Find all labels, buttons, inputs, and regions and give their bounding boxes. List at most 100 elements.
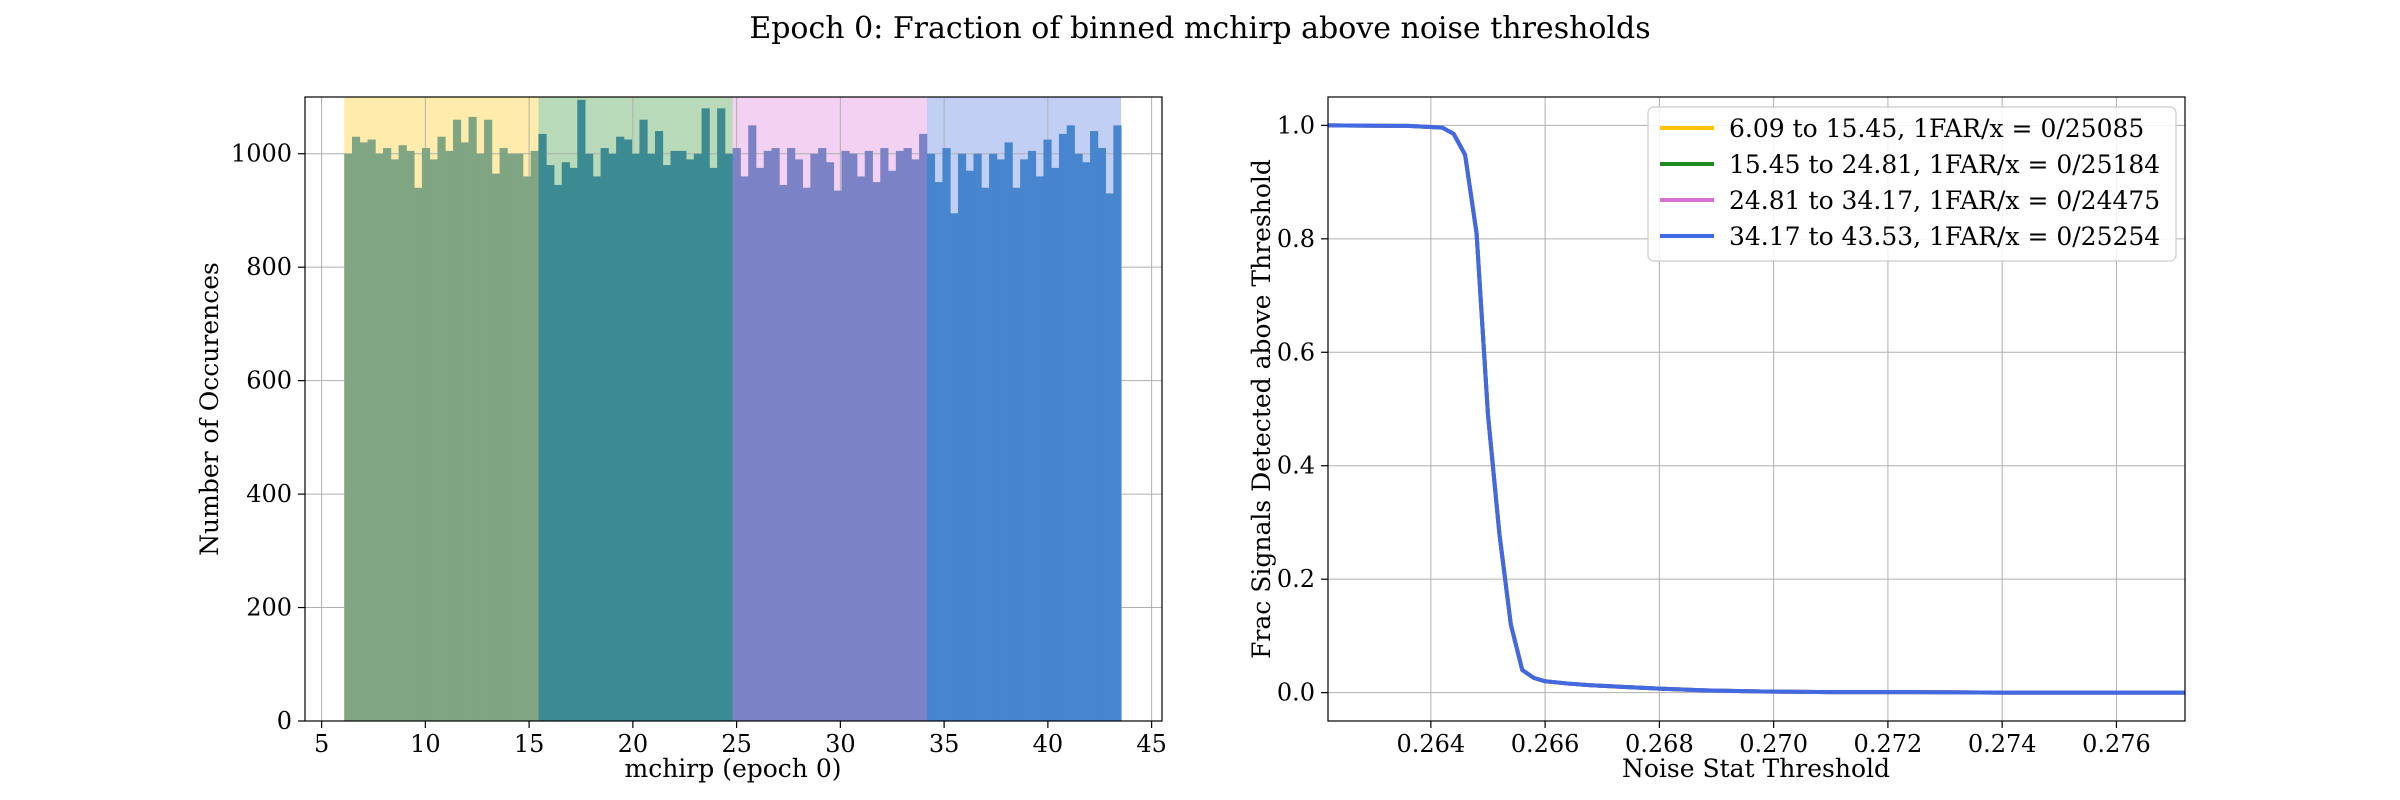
legend-entry: 6.09 to 15.45, 1FAR/x = 0/25085 xyxy=(1729,114,2144,143)
histogram-bar xyxy=(452,119,462,721)
y-tick-label: 0.8 xyxy=(1277,225,1315,253)
histogram-bar xyxy=(957,153,967,721)
histogram-bar xyxy=(569,167,578,722)
line-chart: 0.264 0.266 0.268 0.270 0.272 0.274 0.276 0.0 0.… xyxy=(1247,96,2186,783)
histogram-bar xyxy=(717,108,726,721)
histogram-bar xyxy=(1066,125,1075,721)
y-tick-label: 0 xyxy=(277,707,292,735)
histogram-bar xyxy=(1097,148,1106,721)
histogram-bar xyxy=(491,173,500,722)
histogram-bar xyxy=(344,153,353,721)
histogram-bar xyxy=(421,148,431,721)
histogram-bar xyxy=(585,153,594,721)
histogram-bar xyxy=(351,136,361,721)
histogram-bar xyxy=(359,142,368,721)
x-tick-label: 0.274 xyxy=(1968,730,2037,758)
histogram-bar xyxy=(763,150,772,721)
histogram-bar xyxy=(841,150,850,721)
histogram-bar xyxy=(437,136,446,721)
histogram-bar xyxy=(398,145,407,721)
legend: 6.09 to 15.45, 1FAR/x = 0/25085 15.45 to… xyxy=(1647,106,2177,262)
histogram-bar xyxy=(965,170,974,721)
histogram-bar xyxy=(973,153,982,721)
y-tick-label: 0.2 xyxy=(1277,565,1315,593)
figure-title: Epoch 0: Fraction of binned mchirp above… xyxy=(749,11,1650,46)
histogram-bar xyxy=(1051,167,1060,722)
tick-layer: 5 10 15 20 25 30 35 40 45 0 200 400 600 800 1000 xyxy=(231,140,1167,758)
histogram-bar xyxy=(1027,150,1037,721)
legend-entry: 15.45 to 24.81, 1FAR/x = 0/25184 xyxy=(1729,150,2160,179)
x-tick-label: 25 xyxy=(721,730,752,758)
x-tick-label: 10 xyxy=(410,730,441,758)
histogram-bar xyxy=(748,125,757,721)
histogram-bar xyxy=(989,153,998,721)
bar-layer xyxy=(344,99,1122,722)
histogram-bar xyxy=(833,190,842,722)
histogram-bar xyxy=(950,213,959,722)
histogram-bar xyxy=(484,119,493,721)
histogram-bar xyxy=(678,150,687,721)
histogram-bar xyxy=(561,162,570,722)
x-tick-label: 35 xyxy=(929,730,960,758)
series-layer xyxy=(1327,123,2185,695)
histogram-bar xyxy=(755,167,765,722)
x-tick-label: 0.268 xyxy=(1625,730,1694,758)
histogram-bar xyxy=(592,176,601,721)
y-tick-label: 1.0 xyxy=(1277,111,1315,139)
legend-entry: 34.17 to 43.53, 1FAR/x = 0/25254 xyxy=(1729,222,2160,251)
x-tick-label: 30 xyxy=(825,730,856,758)
histogram-bar xyxy=(530,150,539,721)
histogram-bar xyxy=(919,133,928,721)
histogram-bar xyxy=(383,148,392,721)
histogram-bar xyxy=(460,142,469,721)
histogram-bar xyxy=(880,148,889,721)
histogram-bar xyxy=(647,153,656,721)
histogram-bar xyxy=(623,139,633,721)
histogram-bar xyxy=(468,116,477,721)
histogram-bar xyxy=(1090,131,1099,721)
histogram-bar xyxy=(740,176,749,721)
legend-box xyxy=(1647,106,2177,262)
histogram-bar xyxy=(507,153,516,721)
histogram-bar xyxy=(654,131,664,721)
x-tick-label: 0.276 xyxy=(2082,730,2151,758)
histogram-bar xyxy=(701,108,710,721)
histogram-bar xyxy=(375,153,384,721)
histogram-bar xyxy=(367,139,376,721)
legend-entry: 24.81 to 34.17, 1FAR/x = 0/24475 xyxy=(1729,186,2160,215)
y-tick-label: 600 xyxy=(246,367,292,395)
histogram-bar xyxy=(686,159,695,721)
y-tick-label: 0.0 xyxy=(1277,679,1315,707)
x-tick-label: 15 xyxy=(514,730,545,758)
histogram-bar xyxy=(732,148,741,721)
histogram-bar xyxy=(856,176,866,721)
plot-frame xyxy=(1327,96,2186,722)
histogram-bar xyxy=(872,182,881,721)
x-axis-label: mchirp (epoch 0) xyxy=(624,754,841,783)
series-line-4 xyxy=(1327,123,2185,695)
x-tick-label: 40 xyxy=(1033,730,1064,758)
histogram-bar xyxy=(670,150,679,721)
x-axis-label: Noise Stat Threshold xyxy=(1622,754,1890,783)
histogram-bar xyxy=(981,187,990,721)
histogram-bar xyxy=(942,148,951,721)
x-tick-label: 45 xyxy=(1136,730,1167,758)
histogram-bar xyxy=(429,159,438,721)
histogram-bar xyxy=(414,187,423,721)
histogram-bar xyxy=(538,133,547,721)
histogram-bar xyxy=(934,182,943,721)
histogram-bar xyxy=(911,159,920,721)
histogram-bar xyxy=(1074,153,1083,721)
histogram-bar xyxy=(864,150,873,721)
histogram-bar xyxy=(608,153,617,721)
histogram-bar xyxy=(926,153,936,721)
x-tick-label: 0.272 xyxy=(1854,730,1923,758)
plot-frame xyxy=(304,96,1163,722)
y-tick-label: 1000 xyxy=(231,140,292,168)
x-tick-label: 0.270 xyxy=(1739,730,1808,758)
histogram-bar xyxy=(849,153,858,721)
histogram-bar xyxy=(810,153,819,721)
histogram-bar xyxy=(476,153,485,721)
histogram-bar xyxy=(553,184,563,722)
